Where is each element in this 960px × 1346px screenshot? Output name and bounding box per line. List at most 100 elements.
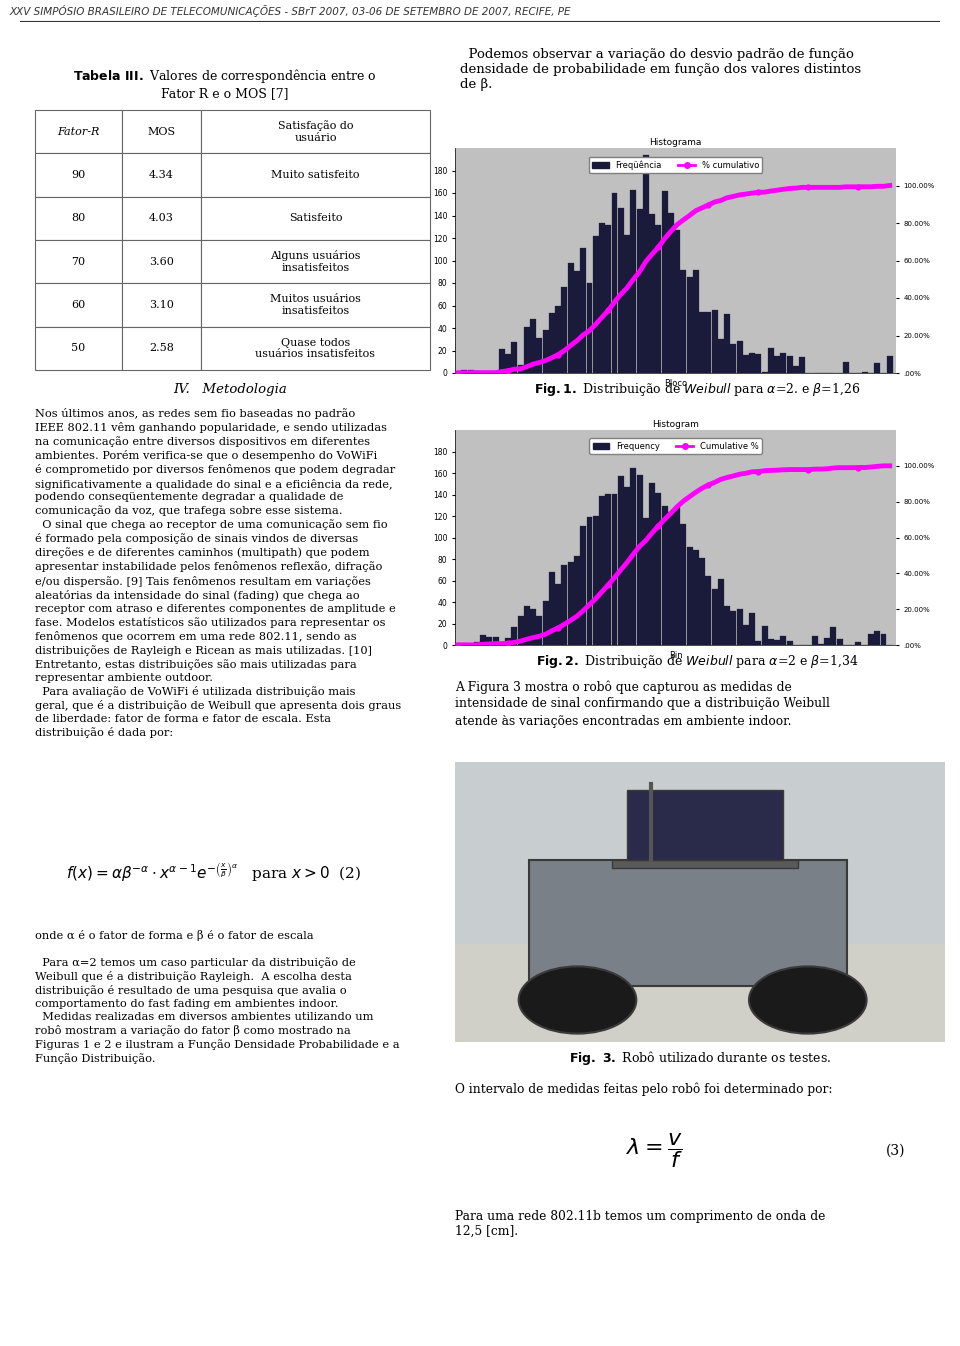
Bar <box>756 641 761 645</box>
Bar <box>549 314 555 373</box>
Bar <box>474 642 480 645</box>
Title: Histograma: Histograma <box>649 139 702 147</box>
Text: Muitos usuários
insatisfeitos: Muitos usuários insatisfeitos <box>270 295 361 316</box>
Bar <box>512 627 517 645</box>
Bar <box>793 366 799 373</box>
Bar <box>780 635 786 645</box>
Bar <box>649 483 655 645</box>
Bar <box>487 637 492 645</box>
Bar <box>122 327 201 370</box>
Bar <box>674 230 680 373</box>
Bar <box>812 637 818 645</box>
Bar <box>681 525 686 645</box>
Bar <box>649 214 655 373</box>
Bar <box>749 614 756 645</box>
Text: 80: 80 <box>71 213 85 223</box>
Bar <box>631 467 636 645</box>
Bar <box>624 236 630 373</box>
Bar <box>693 551 699 645</box>
Bar <box>455 762 945 944</box>
Bar <box>542 600 549 645</box>
Bar <box>875 363 880 373</box>
Bar <box>474 370 480 373</box>
Text: 70: 70 <box>71 257 85 267</box>
Bar <box>768 349 774 373</box>
Bar <box>706 576 711 645</box>
Text: 50: 50 <box>71 343 85 354</box>
Text: (3): (3) <box>886 1144 905 1158</box>
Bar <box>555 306 562 373</box>
Bar <box>201 197 430 240</box>
Bar <box>567 561 574 645</box>
Text: IV.   Metodologia: IV. Metodologia <box>173 384 287 397</box>
Text: $\lambda = \dfrac{v}{f}$: $\lambda = \dfrac{v}{f}$ <box>627 1131 684 1170</box>
Text: O intervalo de medidas feitas pelo robô foi determinado por:: O intervalo de medidas feitas pelo robô … <box>455 1082 832 1096</box>
Bar <box>724 606 730 645</box>
Bar <box>530 608 537 645</box>
Bar <box>711 310 717 373</box>
Text: 60: 60 <box>71 300 85 310</box>
Bar <box>786 641 793 645</box>
Text: Nos últimos anos, as redes sem fio baseadas no padrão
IEEE 802.11 vêm ganhando p: Nos últimos anos, as redes sem fio basea… <box>35 408 401 738</box>
Bar <box>612 192 617 373</box>
Bar <box>35 110 122 153</box>
Bar <box>455 944 945 1042</box>
Bar <box>555 584 562 645</box>
Bar <box>643 155 649 373</box>
Text: Satisfação do
usuário: Satisfação do usuário <box>277 120 353 143</box>
Bar <box>656 225 661 373</box>
Bar <box>562 287 567 373</box>
Bar <box>562 565 567 645</box>
Bar <box>549 572 555 645</box>
Bar <box>35 153 122 197</box>
Bar <box>743 625 749 645</box>
Bar <box>674 507 680 645</box>
Bar <box>631 190 636 373</box>
Legend: Freqüência, % cumulativo: Freqüência, % cumulativo <box>588 156 762 172</box>
Bar <box>774 355 780 373</box>
Bar <box>462 643 468 645</box>
Bar <box>122 284 201 327</box>
Text: Fator-R: Fator-R <box>58 127 100 137</box>
Bar <box>606 494 612 645</box>
Bar <box>786 355 793 373</box>
Circle shape <box>749 966 867 1034</box>
Bar <box>718 579 724 645</box>
Bar <box>122 240 201 284</box>
Text: $\mathbf{Fig.1.}$ Distribuição de $\mathit{Weibull}$ para $\mathit{\alpha}$=2. e: $\mathbf{Fig.1.}$ Distribuição de $\math… <box>535 381 860 398</box>
Text: Para uma rede 802.11b temos um comprimento de onda de
12,5 [cm].: Para uma rede 802.11b temos um comprimen… <box>455 1210 826 1238</box>
Title: Histogram: Histogram <box>652 420 699 429</box>
Bar <box>505 354 511 373</box>
Text: Alguns usuários
insatisfeitos: Alguns usuários insatisfeitos <box>270 250 361 273</box>
Bar <box>587 283 592 373</box>
Bar <box>837 639 843 645</box>
Text: $f(x) = \alpha\beta^{-\alpha} \cdot x^{\alpha-1}e^{-\left(\frac{x}{\beta}\right): $f(x) = \alpha\beta^{-\alpha} \cdot x^{\… <box>66 861 361 884</box>
Bar <box>736 608 743 645</box>
Bar <box>530 319 537 373</box>
Bar <box>731 611 736 645</box>
Bar <box>868 634 874 645</box>
Bar <box>567 262 574 373</box>
Bar <box>711 590 717 645</box>
Bar <box>624 487 630 645</box>
Bar <box>618 207 624 373</box>
Bar <box>661 191 667 373</box>
Text: onde α é o fator de forma e β é o fator de escala

  Para α=2 temos um caso part: onde α é o fator de forma e β é o fator … <box>35 930 399 1063</box>
Bar <box>529 860 847 987</box>
Text: 3.10: 3.10 <box>149 300 174 310</box>
Bar <box>580 248 587 373</box>
Bar <box>656 493 661 645</box>
Bar <box>699 311 705 373</box>
Text: 4.34: 4.34 <box>149 170 174 180</box>
Text: $\mathbf{Fig.2.}$ Distribuição de $\mathit{Weibull}$ para $\mathit{\alpha}$=2 e : $\mathbf{Fig.2.}$ Distribuição de $\math… <box>537 654 859 670</box>
Bar <box>756 354 761 373</box>
Bar <box>761 626 768 645</box>
X-axis label: Bin: Bin <box>669 650 683 660</box>
Bar <box>774 641 780 645</box>
Text: Quase todos
usuários insatisfeitos: Quase todos usuários insatisfeitos <box>255 338 375 359</box>
Bar <box>681 271 686 373</box>
Text: Podemos observar a variação do desvio padrão de função
densidade de probabilidad: Podemos observar a variação do desvio pa… <box>460 48 861 92</box>
Bar <box>612 494 617 645</box>
Bar <box>862 371 868 373</box>
Bar <box>587 517 592 645</box>
